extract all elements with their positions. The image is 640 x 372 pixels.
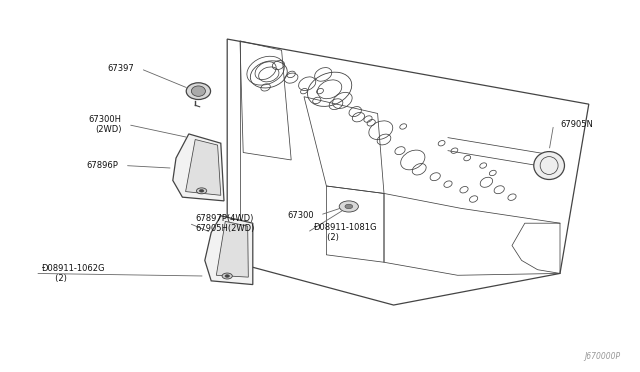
Ellipse shape — [339, 201, 358, 212]
Ellipse shape — [534, 152, 564, 179]
Polygon shape — [186, 140, 221, 195]
Ellipse shape — [345, 204, 353, 209]
Ellipse shape — [222, 273, 232, 279]
Polygon shape — [173, 134, 224, 201]
Ellipse shape — [196, 188, 207, 194]
Ellipse shape — [186, 83, 211, 99]
Text: 67905N: 67905N — [560, 120, 593, 129]
Text: 67300H
(2WD): 67300H (2WD) — [88, 115, 122, 134]
Ellipse shape — [225, 275, 230, 278]
Text: Ð08911-1062G
     (2): Ð08911-1062G (2) — [42, 264, 105, 283]
Ellipse shape — [191, 86, 205, 96]
Text: 67397: 67397 — [108, 64, 134, 73]
Polygon shape — [227, 39, 589, 305]
Text: 67300: 67300 — [287, 211, 314, 219]
Text: J670000P: J670000P — [585, 352, 621, 361]
Polygon shape — [216, 221, 248, 277]
Polygon shape — [205, 216, 253, 285]
Text: 67897P(4WD)
67905H(2WD): 67897P(4WD) 67905H(2WD) — [195, 214, 255, 233]
Text: 67896P: 67896P — [86, 161, 118, 170]
Ellipse shape — [200, 190, 204, 192]
Text: Ð08911-1081G
     (2): Ð08911-1081G (2) — [314, 223, 377, 242]
